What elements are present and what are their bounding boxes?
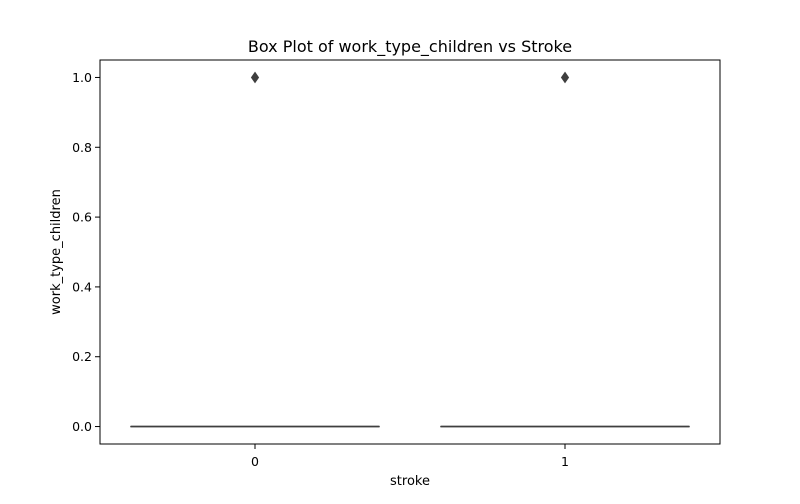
plot-area-frame	[100, 60, 720, 444]
y-tick-label: 0.6	[72, 210, 92, 225]
y-tick-label: 1.0	[72, 70, 92, 85]
y-axis: 0.0 0.2 0.4 0.6 0.8 1.0	[72, 70, 100, 434]
x-tick-label: 1	[561, 454, 569, 469]
y-tick-label: 0.8	[72, 140, 92, 155]
chart-title: Box Plot of work_type_children vs Stroke	[248, 37, 572, 57]
outlier-point	[252, 72, 259, 82]
x-tick-label: 0	[251, 454, 259, 469]
x-axis-label: stroke	[390, 474, 430, 489]
y-axis-label: work_type_children	[49, 189, 64, 315]
box-series	[131, 72, 689, 426]
y-tick-label: 0.0	[72, 419, 92, 434]
y-tick-label: 0.2	[72, 349, 92, 364]
outlier-point	[562, 72, 569, 82]
y-tick-label: 0.4	[72, 279, 92, 294]
